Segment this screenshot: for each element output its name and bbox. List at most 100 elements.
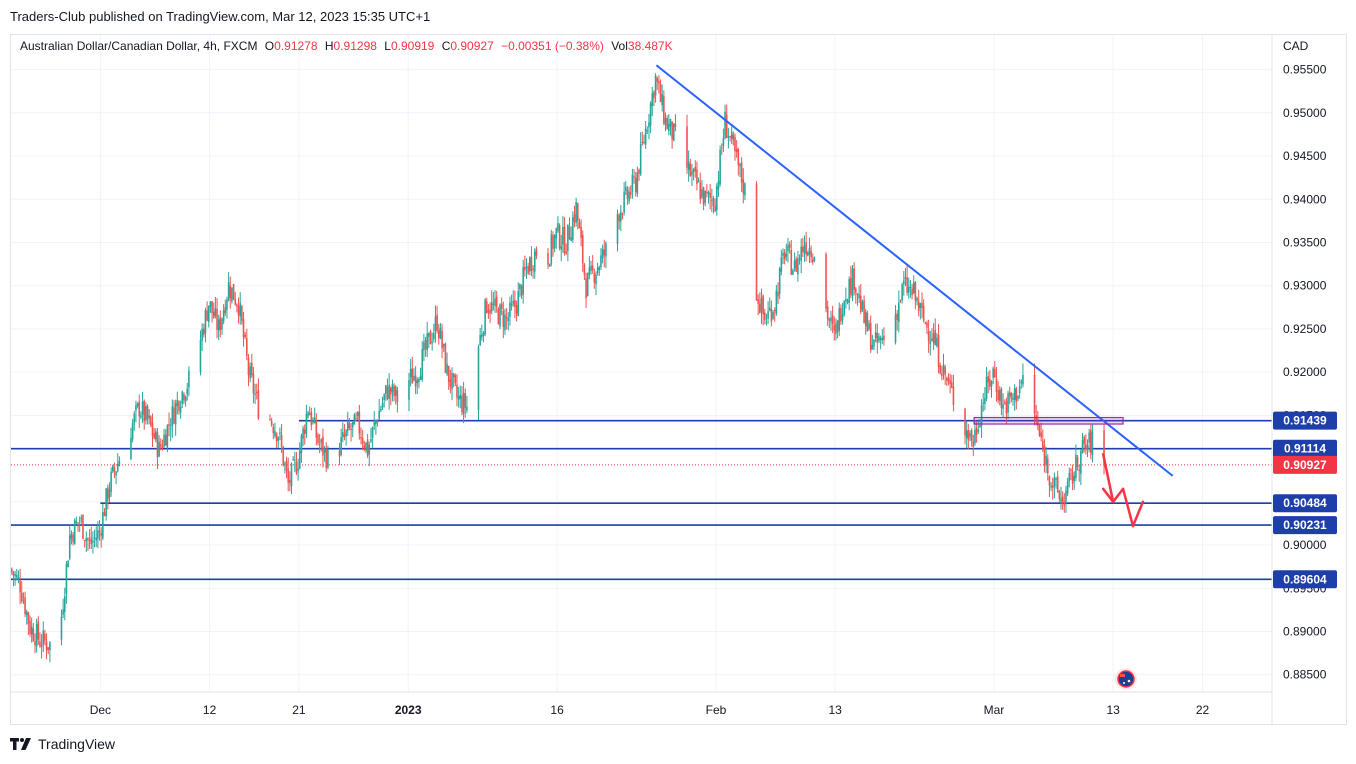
candle-body (1055, 478, 1057, 480)
candle-body (22, 600, 25, 602)
candle-body (351, 422, 354, 428)
candle-body (671, 121, 673, 140)
candle-body (166, 425, 169, 449)
candle-body (174, 403, 177, 425)
candle-body (1012, 397, 1014, 400)
candle-body (977, 429, 980, 432)
candle-body (1091, 431, 1094, 456)
candle-body (49, 642, 51, 651)
candle-body (770, 309, 773, 322)
currency-label: CAD (1283, 39, 1309, 53)
candle-body (793, 260, 796, 269)
candle-body (980, 405, 983, 426)
candle-body (639, 144, 642, 175)
candle-body (1022, 375, 1024, 385)
candle-body (838, 308, 841, 331)
legend-volume: 38.487K (627, 39, 673, 53)
candle-body (785, 253, 788, 257)
level-badge-label: 0.89604 (1283, 572, 1327, 586)
candle-body (525, 267, 528, 269)
candle-body (244, 334, 246, 337)
candle-body (376, 421, 379, 423)
candle-body (232, 284, 235, 300)
time-tick-label: 13 (828, 703, 842, 717)
candle-body (1013, 388, 1016, 400)
legend-close-label: C (441, 39, 451, 53)
candle-body (596, 267, 599, 274)
candle-body (93, 537, 96, 539)
candle-body (388, 384, 390, 399)
candle-body (505, 316, 508, 319)
candle-body (734, 137, 736, 152)
time-tick-label: 22 (1196, 703, 1210, 717)
candle-body (1008, 392, 1011, 397)
tradingview-brand: TradingView (38, 736, 116, 752)
candle-body (452, 373, 455, 377)
candle-body (739, 164, 741, 167)
candles (11, 73, 1105, 663)
candle-body (431, 341, 433, 343)
candle-body (643, 141, 645, 143)
candle-body (150, 416, 152, 426)
candle-body (873, 339, 875, 347)
candle-body (514, 300, 516, 308)
candle-body (519, 283, 521, 290)
candle-body (37, 621, 40, 640)
candle-body (522, 267, 524, 295)
candle-body (1076, 457, 1079, 468)
candle-body (282, 446, 285, 466)
candle-body (942, 364, 945, 373)
candle-body (72, 534, 74, 542)
candle-body (168, 424, 170, 426)
candle-body (42, 630, 45, 645)
time-tick-label: 2023 (395, 703, 422, 717)
candle-body (393, 385, 395, 397)
candle-body (375, 420, 377, 425)
tradingview-logo[interactable]: TradingView (10, 736, 115, 752)
candle-body (1086, 445, 1089, 450)
candle-body (1058, 491, 1061, 499)
candle-body (1045, 455, 1047, 465)
candle-body (765, 322, 768, 324)
candle-body (346, 421, 349, 431)
candle-body (45, 641, 48, 651)
candle-body (706, 191, 708, 193)
candle-body (841, 314, 844, 320)
candle-body (768, 307, 771, 311)
candle-body (428, 332, 430, 337)
candle-body (1050, 485, 1052, 488)
candle-body (131, 423, 134, 440)
candle-body (184, 396, 187, 402)
candle-body (457, 396, 460, 400)
candle-body (341, 432, 344, 438)
candle-body (759, 303, 761, 314)
candle-body (845, 299, 847, 302)
candle-body (368, 444, 371, 455)
candle-body (669, 119, 672, 127)
candle-body (719, 149, 721, 185)
candle-body (380, 408, 382, 411)
candle-body (922, 305, 925, 321)
candle-body (242, 318, 245, 338)
candle-body (581, 234, 584, 264)
candle-body (626, 189, 629, 199)
candle-body (73, 520, 76, 545)
candle-body (720, 147, 723, 149)
candle-body (320, 439, 323, 443)
candle-body (361, 438, 364, 444)
candle-body (717, 181, 720, 190)
candle-body (729, 136, 731, 138)
candle-body (1081, 439, 1084, 453)
candle-body (221, 318, 223, 330)
candle-body (672, 123, 675, 141)
candle-body (254, 393, 256, 395)
published-text: Traders-Club published on TradingView.co… (10, 9, 431, 24)
candle-body (171, 406, 174, 427)
candle-body (373, 422, 376, 426)
candle-body (730, 131, 733, 139)
candle-body (856, 293, 859, 296)
candle-body (792, 270, 794, 275)
candle-body (648, 122, 650, 128)
candle-body (878, 336, 880, 341)
